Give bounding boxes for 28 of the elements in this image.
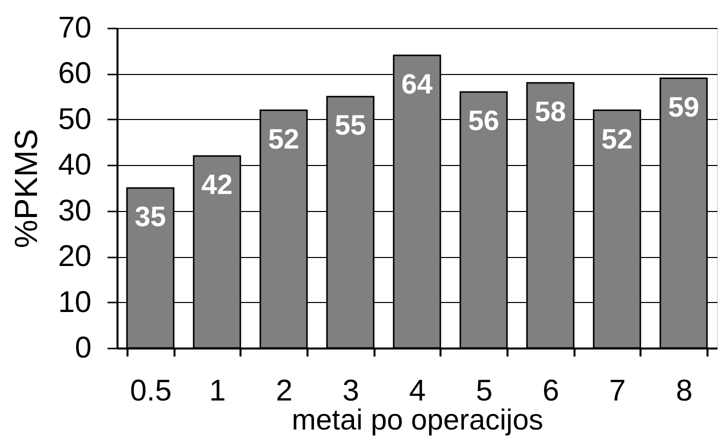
data-label: 35 [134, 201, 166, 232]
y-tick-label: 40 [58, 148, 92, 182]
y-tick-label: 0 [74, 332, 92, 364]
data-label: 52 [601, 123, 633, 154]
data-label: 42 [201, 169, 233, 200]
x-tick-label: 6 [542, 374, 560, 408]
x-tick-label: 2 [276, 374, 293, 408]
data-label: 52 [268, 123, 300, 154]
x-tick-label: 4 [409, 374, 426, 408]
x-tick-label: 7 [609, 374, 626, 408]
y-tick-label: 30 [58, 194, 92, 228]
x-axis-title: metai po operacijos [292, 404, 544, 436]
data-label: 64 [401, 68, 433, 100]
y-tick-label: 50 [58, 102, 92, 136]
x-tick-label: 1 [209, 374, 226, 408]
y-axis-title: %PKMS [8, 128, 44, 248]
x-tick-label: 3 [342, 374, 360, 408]
x-tick-label: 5 [476, 374, 493, 408]
data-label: 55 [334, 110, 366, 141]
data-label: 59 [668, 91, 700, 122]
x-tick-label: 8 [676, 374, 693, 408]
data-label: 56 [468, 105, 500, 136]
y-tick-label: 20 [58, 240, 92, 274]
x-tick-label: 0.5 [130, 374, 172, 408]
y-tick-label: 70 [58, 12, 92, 44]
y-tick-label: 10 [58, 286, 92, 319]
data-label: 58 [534, 96, 566, 127]
y-tick-label: 60 [58, 57, 92, 90]
